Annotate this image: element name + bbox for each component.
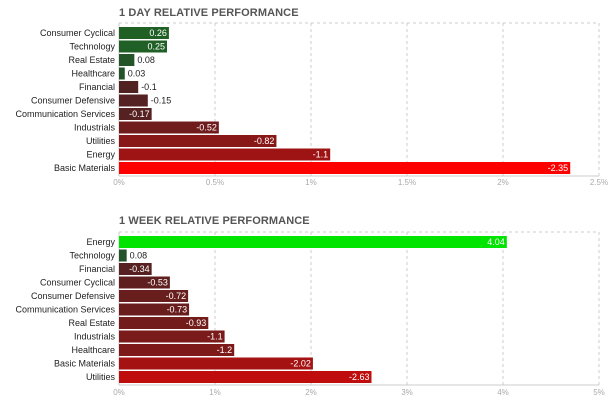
bar [119,357,313,370]
category-label: Utilities [86,136,116,146]
bar [119,67,125,80]
value-label: 0.26 [149,28,167,38]
x-tick-label: 2% [497,178,509,187]
bar [119,40,167,53]
category-label: Industrials [74,123,116,133]
chart-title-1day: 1 DAY RELATIVE PERFORMANCE [119,7,299,19]
value-label: -0.73 [167,305,188,315]
category-label: Basic Materials [54,163,116,173]
x-tick-label: 1% [209,388,221,397]
x-tick-label: 3% [401,388,413,397]
category-label: Technology [69,251,115,261]
bar [119,303,190,316]
category-label: Financial [79,264,115,274]
category-label: Communication Services [15,109,115,119]
category-label: Consumer Cyclical [40,28,115,38]
category-label: Consumer Defensive [31,291,115,301]
bar [119,27,169,39]
bar [119,108,152,120]
x-tick-label: 0.5% [206,178,224,187]
category-label: Communication Services [15,305,115,315]
value-label: -0.93 [186,318,207,328]
value-label: -0.15 [151,96,172,106]
category-label: Energy [86,150,115,160]
value-label: -0.34 [129,264,150,274]
category-label: Basic Materials [54,359,116,369]
category-label: Real Estate [68,318,115,328]
category-label: Technology [69,42,115,52]
bar [119,371,372,383]
bar [119,290,189,302]
bar [119,330,225,343]
bar [119,81,139,93]
x-tick-label: 5% [593,388,605,397]
bar [119,135,277,147]
value-label: -1.1 [313,150,329,160]
value-label: 4.04 [487,237,505,247]
category-label: Consumer Defensive [31,96,115,106]
value-label: -0.82 [254,136,275,146]
value-label: -0.1 [141,82,157,92]
value-label: 0.08 [130,251,148,261]
bar [119,121,219,134]
value-label: -2.63 [349,372,370,382]
bar [119,94,148,107]
x-tick-label: 1.5% [398,178,416,187]
bar [119,236,507,248]
category-label: Energy [86,237,115,247]
bar [119,317,209,329]
x-tick-label: 2% [305,388,317,397]
x-tick-label: 1% [305,178,317,187]
bar [119,162,571,174]
bar [119,54,135,66]
chart-title-1week: 1 WEEK RELATIVE PERFORMANCE [119,215,310,227]
value-label: -1.1 [207,332,223,342]
value-label: 0.25 [147,42,165,52]
value-label: -0.17 [129,109,150,119]
category-label: Real Estate [68,55,115,65]
value-label: -0.72 [166,291,187,301]
category-label: Utilities [86,372,116,382]
value-label: -0.53 [147,278,168,288]
value-label: 0.03 [128,69,146,79]
bar [119,276,170,289]
category-label: Healthcare [71,345,115,355]
value-label: -2.35 [548,163,569,173]
category-label: Healthcare [71,69,115,79]
category-label: Industrials [74,332,116,342]
category-label: Consumer Cyclical [40,278,115,288]
x-tick-label: 2.5% [590,178,608,187]
x-tick-label: 4% [497,388,509,397]
x-tick-label: 0% [113,388,125,397]
bar [119,263,152,275]
bar [119,249,127,262]
value-label: -2.02 [290,359,311,369]
category-label: Financial [79,82,115,92]
value-label: -0.52 [196,123,217,133]
bar [119,148,331,161]
x-tick-label: 0% [113,178,125,187]
value-label: 0.08 [137,55,155,65]
value-label: -1.2 [217,345,233,355]
bar [119,344,235,356]
